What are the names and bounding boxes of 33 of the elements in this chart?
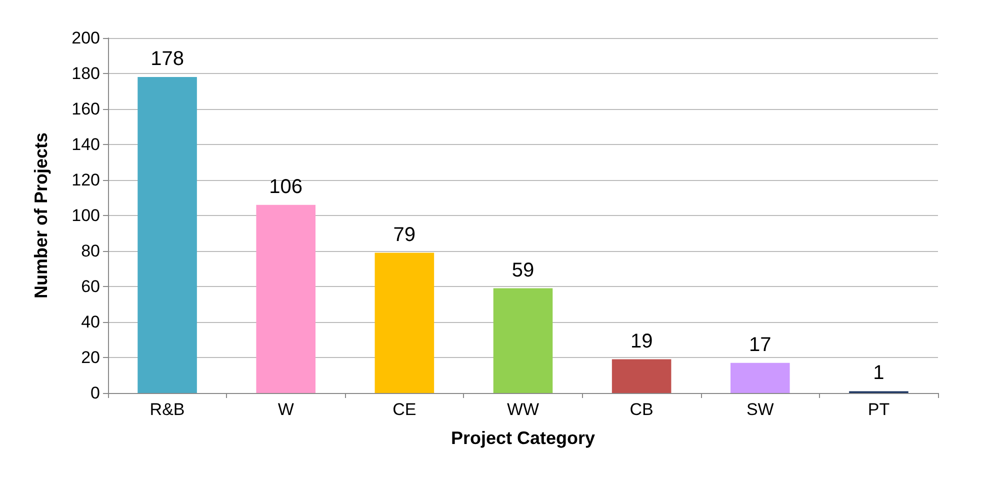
x-tick-label: SW [746, 400, 774, 419]
x-axis-title: Project Category [450, 428, 596, 448]
x-tick-label: CE [392, 400, 416, 419]
bar [138, 77, 197, 393]
data-label: 1 [873, 362, 884, 384]
x-tick-label: PT [868, 400, 890, 419]
y-tick-label: 60 [81, 277, 100, 296]
bar [730, 362, 790, 393]
y-axis-title: Number of Projects [31, 132, 51, 299]
bar [612, 359, 672, 393]
x-tick-label: WW [506, 400, 540, 419]
y-tick-label: 0 [90, 384, 100, 402]
x-tick-label: W [278, 400, 294, 419]
data-label: 178 [150, 48, 184, 70]
data-label: 79 [393, 224, 416, 246]
bar [493, 288, 553, 393]
x-tick-label: CB [630, 400, 654, 419]
y-tick-label: 120 [72, 170, 100, 190]
y-tick-label: 200 [72, 28, 100, 48]
y-tick-label: 180 [72, 64, 100, 83]
bar [374, 252, 434, 393]
x-tick-label: R&B [150, 400, 185, 419]
data-label: 106 [269, 176, 303, 198]
y-tick-label: 20 [81, 348, 100, 367]
y-tick-label: 140 [72, 135, 100, 154]
y-tick-label: 160 [72, 100, 100, 118]
bar [256, 204, 316, 393]
y-tick-label: 100 [72, 206, 100, 225]
data-label: 59 [512, 259, 534, 282]
data-label: 19 [630, 330, 653, 352]
data-label: 17 [749, 334, 772, 356]
y-tick-label: 40 [81, 312, 100, 332]
y-tick-label: 80 [81, 242, 100, 260]
